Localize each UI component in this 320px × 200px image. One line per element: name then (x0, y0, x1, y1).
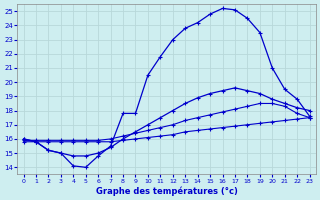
X-axis label: Graphe des températures (°c): Graphe des températures (°c) (96, 186, 237, 196)
